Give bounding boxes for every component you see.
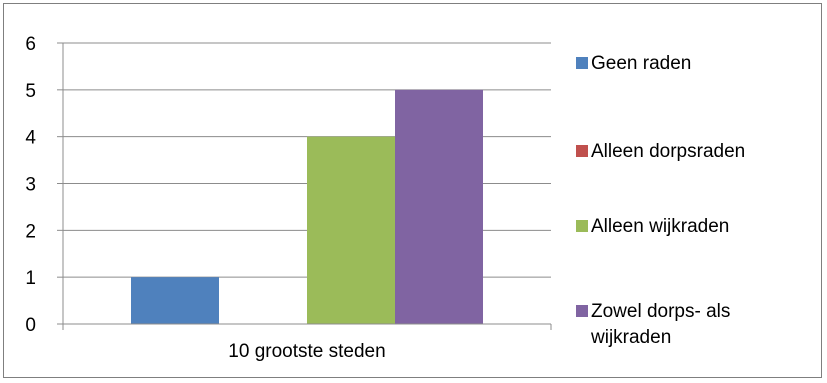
chart-frame: 0 1 2 3 4 5 6 10 grootste steden Geen raden All…	[3, 3, 822, 378]
category-label: 10 grootste steden	[228, 341, 385, 362]
legend-label-2: Alleen dorpsraden	[591, 141, 745, 162]
y-tick-label: 6	[25, 34, 36, 55]
y-tick-label: 3	[25, 175, 36, 196]
legend-label-1: Geen raden	[591, 53, 691, 74]
y-tick-label: 0	[25, 315, 36, 336]
y-tick-label: 1	[25, 268, 36, 289]
legend: Geen raden Alleen dorpsraden Alleen wijkra…	[576, 53, 745, 348]
bar-1	[131, 277, 219, 324]
y-tick-label: 2	[25, 221, 36, 242]
bar-chart: 0 1 2 3 4 5 6 10 grootste steden Geen raden All…	[25, 34, 745, 362]
legend-swatch-4	[576, 305, 588, 317]
bar-4	[395, 89, 483, 324]
legend-swatch-3	[576, 220, 588, 232]
y-tick-label: 4	[25, 128, 36, 149]
legend-label-4: Zowel dorps- als	[591, 301, 730, 322]
y-tick-label: 5	[25, 81, 36, 102]
legend-swatch-2	[576, 145, 588, 157]
y-tick-labels: 0 1 2 3 4 5 6	[25, 34, 36, 336]
legend-swatch-1	[576, 57, 588, 69]
legend-label-3: Alleen wijkraden	[591, 216, 729, 237]
bar-3	[307, 136, 395, 324]
category-labels: 10 grootste steden	[228, 341, 385, 362]
legend-label-4: wijkraden	[590, 327, 671, 348]
bars	[131, 89, 483, 324]
axes	[57, 42, 552, 330]
